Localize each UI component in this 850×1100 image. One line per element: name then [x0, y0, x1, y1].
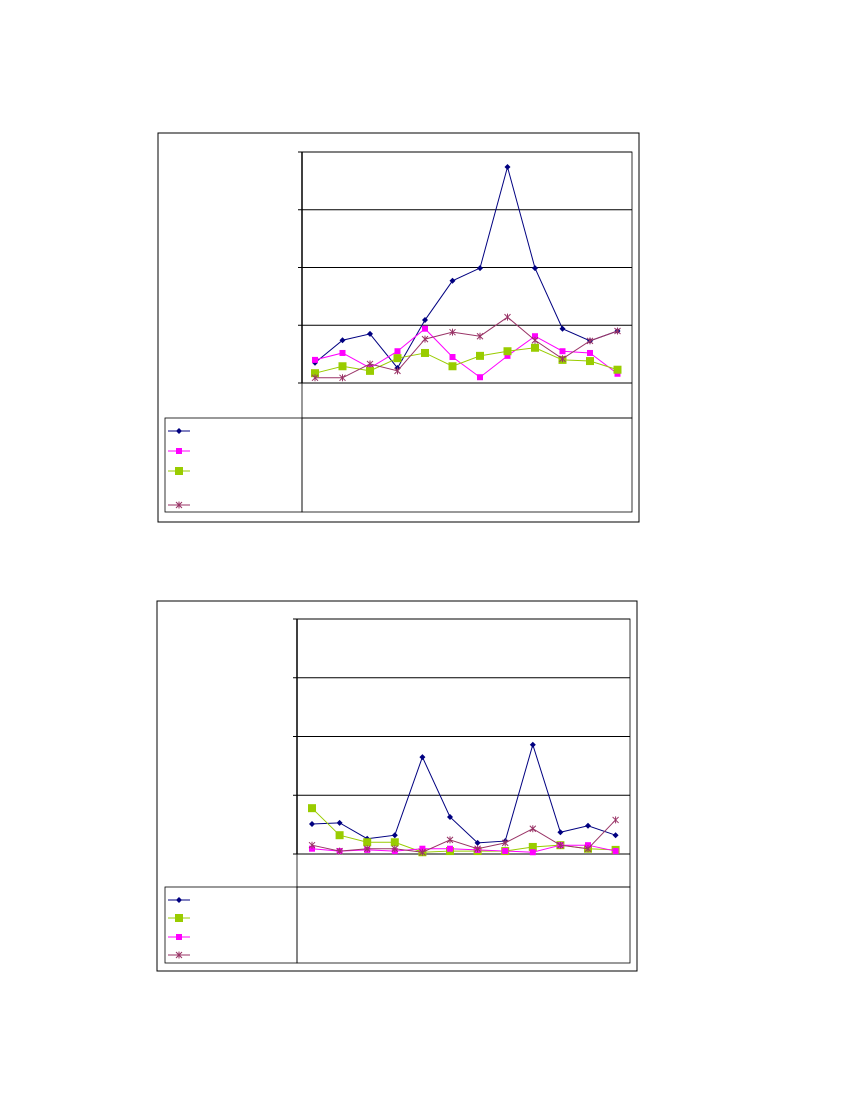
marker	[309, 845, 315, 852]
marker	[449, 277, 456, 284]
marker	[531, 343, 539, 352]
marker	[612, 848, 619, 855]
marker	[504, 313, 511, 321]
marker	[449, 328, 456, 336]
marker	[559, 355, 566, 363]
marker	[419, 848, 426, 856]
marker	[308, 841, 316, 849]
series-line	[311, 742, 616, 844]
series-line	[311, 844, 616, 853]
marker	[339, 374, 346, 382]
marker	[532, 265, 538, 272]
marker	[504, 164, 511, 171]
marker	[311, 369, 319, 378]
marker	[394, 367, 401, 375]
marker	[586, 337, 594, 345]
marker	[447, 813, 453, 820]
marker	[422, 317, 428, 324]
marker	[175, 914, 183, 922]
marker	[529, 741, 536, 748]
marker	[504, 352, 511, 359]
marker	[176, 448, 182, 454]
marker	[339, 349, 346, 356]
marker	[309, 821, 315, 828]
marker	[614, 370, 621, 377]
marker	[391, 832, 398, 839]
marker	[335, 831, 344, 840]
marker	[421, 335, 429, 343]
marker	[614, 327, 621, 335]
marker	[501, 839, 509, 847]
marker	[557, 841, 564, 849]
marker	[503, 347, 512, 356]
series-line	[314, 328, 618, 378]
marker	[176, 897, 182, 903]
marker	[476, 351, 484, 360]
marker	[532, 333, 538, 340]
marker	[557, 829, 564, 836]
marker	[312, 356, 318, 363]
marker	[421, 348, 429, 357]
marker	[366, 360, 374, 368]
marker	[336, 847, 343, 855]
marker	[584, 845, 592, 853]
marker	[612, 816, 619, 824]
marker	[338, 362, 347, 371]
marker	[477, 374, 483, 381]
series-line	[314, 165, 618, 369]
marker	[585, 822, 591, 829]
marker	[176, 934, 182, 940]
chart-frame	[156, 600, 638, 972]
marker	[308, 804, 316, 813]
marker	[339, 337, 346, 344]
marker	[529, 825, 537, 833]
marker	[448, 362, 457, 371]
marker	[447, 845, 453, 852]
marker	[175, 951, 183, 959]
marker	[367, 330, 373, 337]
marker	[528, 842, 537, 851]
marker	[366, 366, 374, 375]
marker	[476, 332, 484, 340]
marker	[175, 501, 183, 509]
marker	[363, 838, 372, 847]
marker	[502, 848, 509, 855]
legend-pane	[301, 417, 633, 513]
marker	[587, 349, 593, 356]
legend-pane	[296, 886, 631, 964]
marker	[419, 845, 426, 852]
marker	[474, 845, 481, 853]
marker	[390, 838, 399, 847]
series-line	[315, 316, 618, 379]
marker	[585, 842, 591, 849]
marker	[612, 832, 619, 839]
marker	[559, 325, 566, 332]
marker	[311, 374, 319, 382]
marker	[613, 365, 622, 374]
marker	[531, 336, 539, 344]
marker	[474, 839, 481, 846]
series-line	[311, 819, 616, 853]
chart-frame	[157, 132, 640, 523]
marker	[394, 348, 401, 355]
marker	[176, 428, 182, 434]
marker	[175, 467, 183, 475]
marker	[559, 348, 566, 355]
marker	[336, 819, 343, 826]
marker	[446, 836, 454, 844]
series-line	[314, 347, 618, 374]
marker	[419, 754, 426, 761]
marker	[391, 845, 399, 853]
marker	[449, 354, 456, 361]
marker	[422, 325, 428, 332]
marker	[586, 357, 594, 366]
marker	[363, 845, 371, 853]
marker	[393, 354, 402, 363]
marker	[529, 849, 536, 856]
marker	[477, 265, 483, 272]
